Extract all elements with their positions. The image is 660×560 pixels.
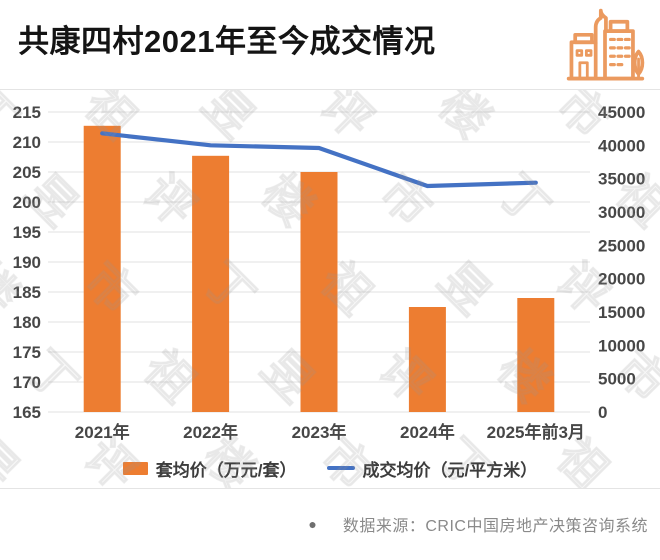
right-axis-tick: 20000 [598,270,645,289]
right-axis-tick: 25000 [598,236,645,255]
x-axis-label: 2025年前3月 [487,422,585,442]
left-axis-tick: 200 [13,193,41,212]
data-source-label: 数据来源：CRIC中国房地产决策咨询系统 [342,518,648,535]
left-axis-tick: 180 [13,313,41,332]
left-axis-tick: 195 [13,223,41,242]
right-axis-tick: 0 [598,403,607,422]
left-axis-tick: 170 [13,373,41,392]
city-buildings-icon [566,8,645,81]
right-axis-tick: 35000 [598,170,645,189]
left-axis-tick: 165 [13,403,41,422]
right-axis-tick: 40000 [598,136,645,155]
bar-2022年 [192,155,230,413]
x-axis-label: 2024年 [400,422,455,442]
right-axis-tick: 30000 [598,203,645,222]
left-axis-tick: 210 [13,133,41,152]
chart-area: 215 210 205 200 195 190 185 180 175 170 165 45000 40… [0,90,660,488]
line-series-swatch [326,466,355,470]
right-axis-tick: 5000 [598,370,636,389]
chart-legend: 套均价（万元/套） 成交均价（元/平方米） [0,452,660,484]
price-per-sqm-line [100,131,538,189]
bar-2021年 [83,125,121,413]
left-axis-tick: 185 [13,283,41,302]
left-axis-tick: 205 [13,163,41,182]
footer-bullet-icon: ● [308,516,317,532]
bar-series-swatch [122,461,148,475]
combo-chart: 215 210 205 200 195 190 185 180 175 170 165 45000 40… [13,103,646,442]
x-axis-label: 2023年 [292,422,347,442]
line-series-label: 成交均价（元/平方米） [362,460,538,480]
x-axis-label: 2021年 [75,422,130,442]
legend-item-line: 成交均价（元/平方米） [326,456,538,481]
footer: ● 数据来源：CRIC中国房地产决策咨询系统 [0,488,660,559]
bar-series-label: 套均价（万元/套） [155,460,297,480]
left-axis-tick: 190 [13,253,41,272]
right-axis-tick: 10000 [598,336,645,355]
right-axis-tick: 45000 [598,103,645,122]
legend-item-bar: 套均价（万元/套） [122,456,297,481]
bar-2025年前3月 [517,298,555,412]
bar-2024年 [408,307,446,412]
header: 共康四村2021年至今成交情况 [0,0,660,90]
x-axis-label: 2022年 [183,422,238,442]
left-axis-tick: 175 [13,343,41,362]
bar-2023年 [300,172,338,412]
left-axis-tick: 215 [13,103,41,122]
page-title: 共康四村2021年至今成交情况 [18,24,436,59]
right-axis-tick: 15000 [598,303,645,322]
